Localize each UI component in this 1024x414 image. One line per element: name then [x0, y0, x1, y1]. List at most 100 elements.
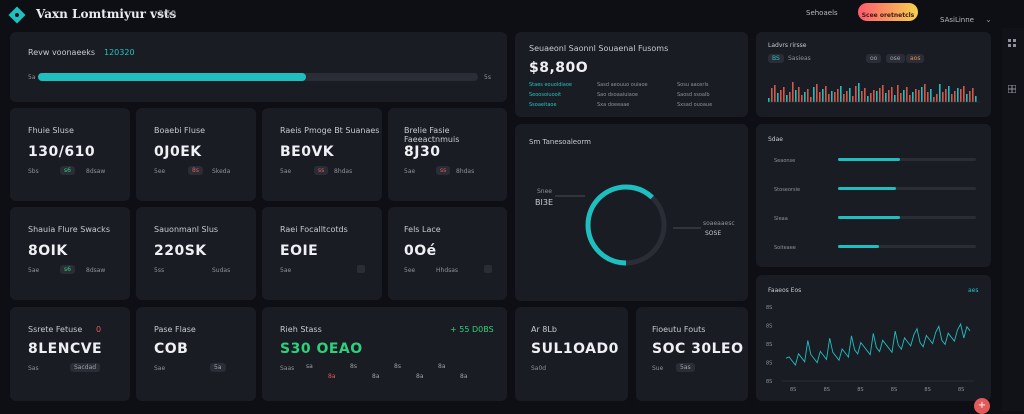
chip-row: sa 8a 8s 8a 8s 8a 8a 8a — [306, 363, 496, 391]
donut-right-value: SOSE — [705, 230, 722, 237]
mini-bar — [798, 87, 800, 102]
bottom-card[interactable]: Fioeutu Fouts SOC 30LEO Sue 5as — [636, 307, 748, 401]
summary-cell: Staes eouoldiaoe — [529, 82, 572, 88]
stat-small: 5ae — [280, 168, 292, 175]
donut-arc — [585, 184, 667, 266]
stat-value: 0Oé — [404, 243, 437, 259]
logo-diamond-icon[interactable] — [8, 6, 26, 24]
bottom-trend: + 55 D0BS — [450, 325, 494, 334]
stat-card[interactable]: Raeis Pmoge Bt Suanaes BE0VK 5ae ss 8hda… — [262, 108, 382, 201]
stat-card[interactable]: Fhuie Sluse 130/610 Sbs s6 8dsaw — [10, 108, 130, 201]
header-link[interactable]: Sehoaels — [806, 9, 838, 17]
mini-bar — [912, 92, 914, 102]
chip: 8s — [394, 363, 401, 370]
mini-bar — [822, 89, 824, 102]
mini-bar — [936, 94, 938, 102]
stat-small: 5ae — [404, 168, 416, 175]
bar-row[interactable]: Stoseorsie — [768, 183, 982, 212]
line-chart-card: Faaeos Eos aes 8S 8S 8S 8S 8S 8S 8S 8S 8S 8S 8S — [756, 275, 991, 401]
stat-small: 5ee — [404, 267, 416, 274]
donut-card: Sm Tanesoaleorm Snee BI3E soaeaaesc SOSE — [515, 124, 748, 301]
mini-bar — [933, 97, 935, 102]
stat-small: 5ee — [154, 168, 166, 175]
mini-bar — [777, 93, 779, 102]
mini-bar — [918, 90, 920, 102]
mini-bar — [954, 91, 956, 102]
mini-legend: BS — [768, 54, 784, 63]
bottom-tag: Sacdad — [70, 363, 101, 372]
bar-fill — [838, 158, 901, 161]
progress-value: 120320 — [104, 48, 135, 57]
progress-left: 5a — [28, 74, 36, 81]
chevron-down-icon: ⌄ — [985, 15, 992, 24]
mini-bar — [957, 88, 959, 102]
bottom-value: COB — [154, 341, 189, 357]
stat-card[interactable]: Fels Lace 0Oé 5ee Hhdsas — [388, 207, 507, 300]
mini-bar — [939, 84, 941, 102]
mini-bar — [840, 86, 842, 102]
bar-track — [838, 216, 976, 219]
bar-row[interactable]: Sleaa — [768, 212, 982, 241]
mini-bar — [894, 95, 896, 102]
plus-icon[interactable]: + — [974, 398, 990, 414]
mini-bar — [870, 93, 872, 102]
user-menu[interactable]: SAsiLinne ⌄ — [940, 7, 992, 26]
bottom-badge: 0 — [96, 325, 102, 334]
mini-bar — [906, 87, 908, 102]
bar-track — [838, 187, 976, 190]
mini-bar — [852, 96, 854, 102]
mini-bar — [792, 82, 794, 102]
mini-legend: Sasieas — [788, 55, 811, 62]
bottom-card[interactable]: Pase Flase COB Sae 5a — [136, 307, 256, 401]
bottom-card[interactable]: Rieh Stass + 55 D0BS S30 OEAO Saas sa 8a 8… — [262, 307, 507, 401]
stat-tag-text: 8dsaw — [86, 267, 106, 274]
donut-leader-lines — [555, 195, 701, 229]
bar-row[interactable]: Soiteaee — [768, 241, 982, 270]
mini-bar — [819, 92, 821, 102]
stat-card[interactable]: Sauonmanl Slus 220SK 5ss Sudas — [136, 207, 256, 300]
x-tick-label: 8S — [790, 387, 796, 393]
cta-label: Scee oretnetcls — [861, 12, 915, 19]
grid-icon[interactable] — [1008, 32, 1016, 47]
mini-bar — [849, 88, 851, 102]
bottom-value: SOC 30LEO — [652, 341, 744, 357]
stat-card[interactable]: Shauia Flure Swacks 8OIK 5ae s6 8dsaw — [10, 207, 130, 300]
mini-bar-chart — [768, 82, 980, 103]
bottom-small: Saas — [280, 365, 295, 372]
mini-legend: ose — [886, 54, 905, 63]
mini-bar — [783, 87, 785, 102]
bar-track — [838, 245, 976, 248]
stat-card[interactable]: Brelie Fasie Faeeactnmuis 8J30 5ae ss 8h… — [388, 108, 507, 201]
cta-button[interactable]: Scee oretnetcls — [858, 3, 918, 21]
mini-bar — [921, 87, 923, 102]
stat-card[interactable]: Boaebi Fluse 0J0EK 5ee 8s Skeda — [136, 108, 256, 201]
summary-row: Staes eouoldiaoe Sasd aeouuo ouiaoe Sosu… — [529, 82, 739, 92]
progress-label: Revw voonaeeks — [28, 48, 96, 57]
bottom-tag: 5a — [210, 363, 226, 372]
bottom-card[interactable]: Ar 8Lb SUL1OAD0 Sa0d — [515, 307, 628, 401]
user-menu-label: SAsiLinne — [940, 16, 974, 24]
progress-fill — [38, 73, 307, 81]
table-icon[interactable] — [1007, 78, 1017, 94]
line-series — [785, 322, 971, 366]
mini-bar — [903, 90, 905, 102]
bottom-card[interactable]: Ssrete Fetuse 0 8LENCVE Sas Sacdad — [10, 307, 130, 401]
chip: 8a — [372, 373, 380, 380]
x-tick-label: 8S — [958, 387, 964, 393]
stat-tag: s6 — [60, 166, 75, 175]
mini-bar — [969, 91, 971, 102]
mini-bar — [882, 85, 884, 102]
y-tick-label: 8S — [766, 305, 772, 311]
summary-card: Seuaeonl Saonnl Souaenal Fusoms $8,80O S… — [515, 32, 748, 117]
mini-chart-title: Ladvrs rirsse — [768, 42, 807, 49]
chip: 8a — [460, 373, 468, 380]
bar-row[interactable]: Seaonse — [768, 154, 982, 183]
stat-value: 220SK — [154, 243, 207, 259]
mini-bar — [885, 93, 887, 102]
stat-card[interactable]: Raei Focalltcotds EOIE 5ae — [262, 207, 382, 300]
stat-value: 0J0EK — [154, 144, 202, 160]
bar-fill — [838, 216, 901, 219]
stat-value: 8J30 — [404, 144, 441, 160]
summary-value: $8,80O — [529, 60, 589, 76]
stat-tag: s6 — [60, 265, 75, 274]
